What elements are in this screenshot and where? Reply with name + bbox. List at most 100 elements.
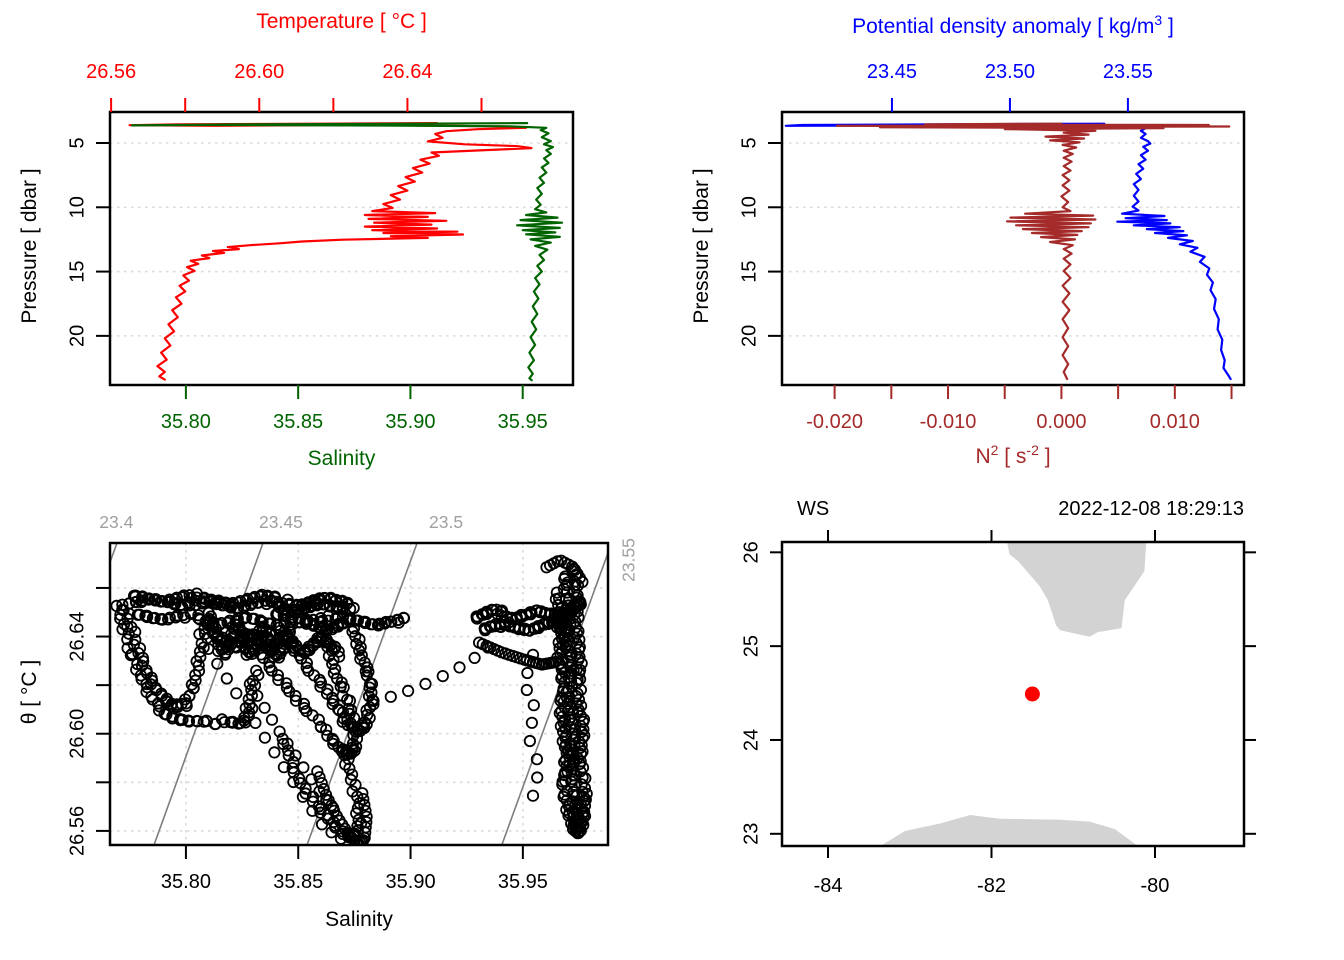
- axis-tick-label: -0.020: [806, 411, 863, 433]
- ts-point: [366, 618, 379, 631]
- ts-point: [241, 592, 254, 606]
- ts-point: [575, 739, 588, 752]
- panel-frame: [108, 541, 610, 847]
- ts-point: [156, 613, 169, 626]
- pressure-axis-title-right: Pressure [ dbar ]: [690, 168, 713, 324]
- ts-point: [531, 771, 544, 784]
- ts-point: [419, 677, 432, 691]
- ts-point: [198, 592, 211, 605]
- isopycnal-label: 23.45: [259, 512, 303, 532]
- temperature-profile-line: [128, 121, 533, 381]
- ts-point: [255, 588, 268, 601]
- map-timestamp: 2022-12-08 18:29:13: [1058, 498, 1244, 520]
- ts-point: [436, 669, 449, 683]
- ts-point: [220, 672, 233, 685]
- ts-point: [577, 723, 590, 736]
- ts-point: [211, 657, 224, 670]
- ts-point: [176, 590, 189, 604]
- axis-tick-label: 15: [738, 260, 760, 282]
- ts-point: [295, 598, 309, 611]
- ts-point: [575, 778, 588, 791]
- axis-tick-label: 35.95: [498, 871, 548, 893]
- axis-tick-label: 26.56: [66, 806, 88, 856]
- ts-point: [555, 663, 568, 676]
- ts-point: [305, 773, 318, 786]
- ts-point: [254, 590, 267, 603]
- axis-tick-label: -0.010: [920, 411, 977, 433]
- salinity-axis-title-top-panel: Salinity: [307, 447, 376, 470]
- ts-point: [314, 802, 327, 816]
- ts-point: [193, 627, 206, 641]
- ts-point: [240, 630, 253, 644]
- axis-tick-label: -80: [1141, 875, 1170, 897]
- ts-point: [571, 751, 584, 764]
- ts-point: [190, 591, 203, 604]
- ts-point: [557, 716, 570, 729]
- panel-ts-diagram: 23.4 23.45 23.5 23.55 35.80 35.85 35.90 35.95 26…: [66, 512, 638, 893]
- ts-point: [573, 757, 586, 771]
- ts-point: [350, 732, 364, 745]
- axis-tick-label: 26.56: [86, 61, 136, 83]
- ts-point: [521, 666, 534, 680]
- ts-point: [156, 595, 169, 608]
- ts-point: [163, 593, 176, 606]
- map-station-label: WS: [797, 498, 830, 520]
- ts-point: [314, 676, 327, 689]
- ts-point: [329, 612, 342, 625]
- panel-profile-density-n2: 23.45 23.50 23.55 -0.020 -0.010 0.000 0.010 5 10…: [738, 61, 1246, 433]
- ts-point: [301, 614, 314, 627]
- ts-point: [243, 677, 256, 691]
- ts-point: [268, 746, 281, 759]
- ts-point: [560, 794, 573, 807]
- ts-point: [571, 705, 584, 719]
- ts-point: [136, 591, 149, 604]
- ts-point: [271, 669, 284, 682]
- ts-point: [317, 591, 331, 605]
- isopycnal-label: 23.4: [99, 512, 133, 532]
- ts-point: [384, 615, 397, 628]
- ts-point: [574, 816, 587, 829]
- isopycnal-line: [501, 550, 608, 845]
- ts-point: [568, 585, 581, 598]
- ts-point: [141, 610, 154, 624]
- ts-point: [313, 771, 326, 784]
- ts-point: [314, 616, 327, 629]
- ts-point: [265, 713, 279, 726]
- ts-point: [359, 616, 372, 630]
- ts-point: [273, 725, 286, 738]
- ts-point: [314, 806, 327, 819]
- ts-point: [281, 744, 295, 757]
- ts-point: [129, 590, 142, 603]
- ts-point: [358, 798, 371, 812]
- axis-tick-label: 35.85: [273, 871, 323, 893]
- ts-point: [206, 619, 219, 632]
- ts-point: [300, 656, 313, 670]
- axis-tick-label: 10: [738, 196, 760, 218]
- ts-point: [279, 610, 292, 623]
- ts-point: [344, 773, 357, 786]
- axis-tick-label: 26.60: [66, 709, 88, 759]
- ts-point: [202, 642, 215, 656]
- ts-point: [249, 716, 262, 730]
- ts-point: [170, 591, 183, 604]
- ts-point: [373, 617, 386, 630]
- ts-point: [239, 701, 252, 715]
- ts-point: [553, 614, 567, 627]
- ts-point: [357, 792, 370, 806]
- isopycnal-label: 23.55: [618, 538, 638, 582]
- density-axis-title: Potential density anomaly [ kg/m3 ]: [852, 12, 1174, 38]
- land-cuba: [880, 815, 1138, 846]
- ts-point: [577, 790, 590, 803]
- ts-point: [453, 661, 466, 674]
- ts-point: [384, 690, 397, 703]
- ts-point: [356, 787, 369, 800]
- ts-point: [218, 716, 231, 729]
- ts-point: [320, 723, 333, 736]
- ts-point: [306, 790, 320, 804]
- axis-tick-label: 23.55: [1103, 61, 1153, 83]
- axis-tick-label: 35.80: [161, 871, 211, 893]
- ts-point: [148, 611, 161, 625]
- ts-point: [163, 611, 176, 624]
- panel-station-map: -84 -82 -80 23 24 25 26: [740, 530, 1256, 897]
